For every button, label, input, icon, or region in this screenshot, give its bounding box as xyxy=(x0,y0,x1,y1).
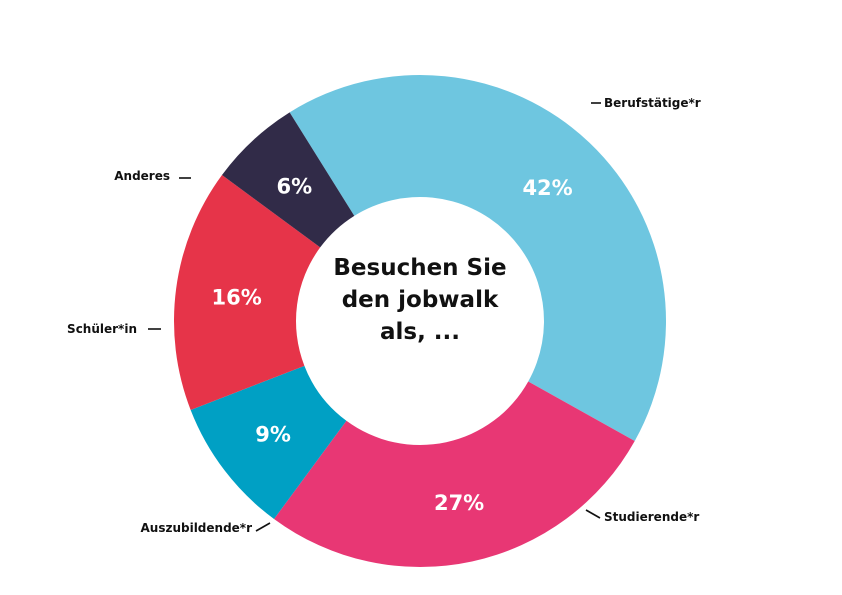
slice-percent-label: 6% xyxy=(276,174,312,198)
leader-line xyxy=(585,509,601,519)
slice-percent-label: 16% xyxy=(211,286,261,310)
slice-percent-label: 42% xyxy=(522,176,572,200)
category-label: Anderes xyxy=(114,169,170,183)
category-label: Auszubildende*r xyxy=(140,521,252,535)
category-label: Studierende*r xyxy=(604,510,699,524)
category-label: Schüler*in xyxy=(67,322,137,336)
category-label: Berufstätige*r xyxy=(604,96,701,110)
slice-schüler-in xyxy=(174,175,321,410)
slice-auszubildende-r xyxy=(190,365,347,520)
slice-percent-label: 9% xyxy=(255,422,291,446)
chart-title: Besuchen Sie den jobwalk als, ... xyxy=(333,255,507,345)
leader-line xyxy=(255,522,271,532)
slice-percent-label: 27% xyxy=(434,491,484,515)
slice-studierende-r xyxy=(274,381,635,567)
slice-berufstätige-r xyxy=(289,75,666,442)
slice-anderes xyxy=(221,112,355,248)
